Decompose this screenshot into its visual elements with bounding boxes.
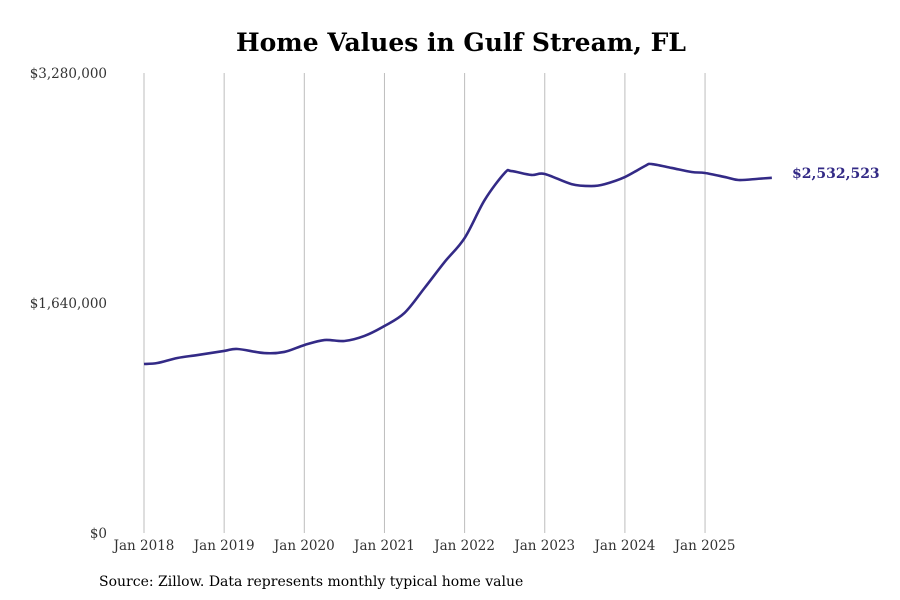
x-tick-label: Jan 2025 — [673, 538, 736, 554]
last-value-label: $2,532,523 — [792, 166, 880, 182]
chart-title: Home Values in Gulf Stream, FL — [236, 28, 686, 57]
source-note: Source: Zillow. Data represents monthly … — [99, 574, 524, 590]
x-tick-label: Jan 2020 — [272, 538, 335, 554]
x-tick-label: Jan 2021 — [352, 538, 415, 554]
x-tick-label: Jan 2019 — [192, 538, 255, 554]
x-tick-label: Jan 2024 — [592, 538, 655, 554]
home-value-line — [143, 162, 772, 366]
y-tick-label: $1,640,000 — [30, 296, 107, 312]
x-tick-label: Jan 2018 — [112, 538, 175, 554]
x-tick-label: Jan 2022 — [432, 538, 495, 554]
x-tick-label: Jan 2023 — [512, 538, 575, 554]
y-tick-label: $0 — [90, 526, 107, 542]
y-tick-label: $3,280,000 — [30, 66, 107, 82]
